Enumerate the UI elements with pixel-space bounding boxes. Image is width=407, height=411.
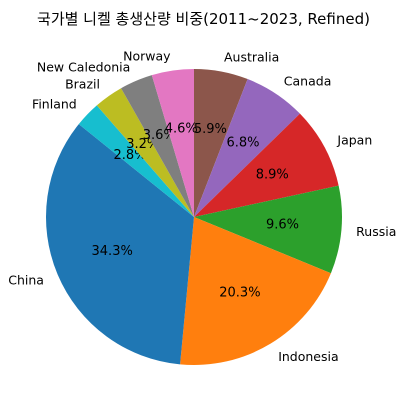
pie-slice-canada: [194, 79, 300, 218]
pie-category-label: Russia: [356, 224, 396, 239]
pie-percent-label: 5.9%: [194, 122, 227, 137]
pie-percent-label: 34.3%: [92, 244, 133, 259]
pie-percent-label: 3.6%: [143, 128, 176, 143]
pie-category-label: Japan: [336, 132, 372, 147]
pie-category-label: New Caledonia: [37, 60, 130, 75]
pie-category-label: Brazil: [65, 77, 100, 92]
pie-slice-norway: [151, 69, 194, 217]
pie-slice-australia: [194, 69, 248, 217]
pie-slice-russia: [194, 185, 342, 274]
pie-percent-label: 20.3%: [219, 286, 260, 301]
pie-percent-label: 4.6%: [165, 122, 198, 137]
pie-slice-japan: [194, 113, 339, 217]
pie-category-label: China: [8, 273, 44, 288]
pie-category-label: Finland: [32, 97, 77, 112]
pie-percent-label: 8.9%: [256, 167, 289, 182]
pie-category-label: Norway: [123, 48, 171, 63]
pie-slice-indonesia: [180, 217, 331, 365]
pie-percent-label: 6.8%: [226, 135, 259, 150]
chart-title: 국가별 니켈 총생산량 비중(2011~2023, Refined): [37, 10, 370, 28]
pie-category-label: Indonesia: [278, 349, 338, 364]
pie-category-label: Canada: [284, 74, 332, 89]
pie-slice-china: [45, 124, 194, 365]
pie-percent-label: 9.6%: [266, 217, 299, 232]
pie-slice-brazil: [96, 88, 194, 218]
pie-slice-new-caledonia: [121, 75, 194, 217]
pie-slice-finland: [78, 105, 194, 217]
pie-category-label: Australia: [224, 49, 279, 64]
